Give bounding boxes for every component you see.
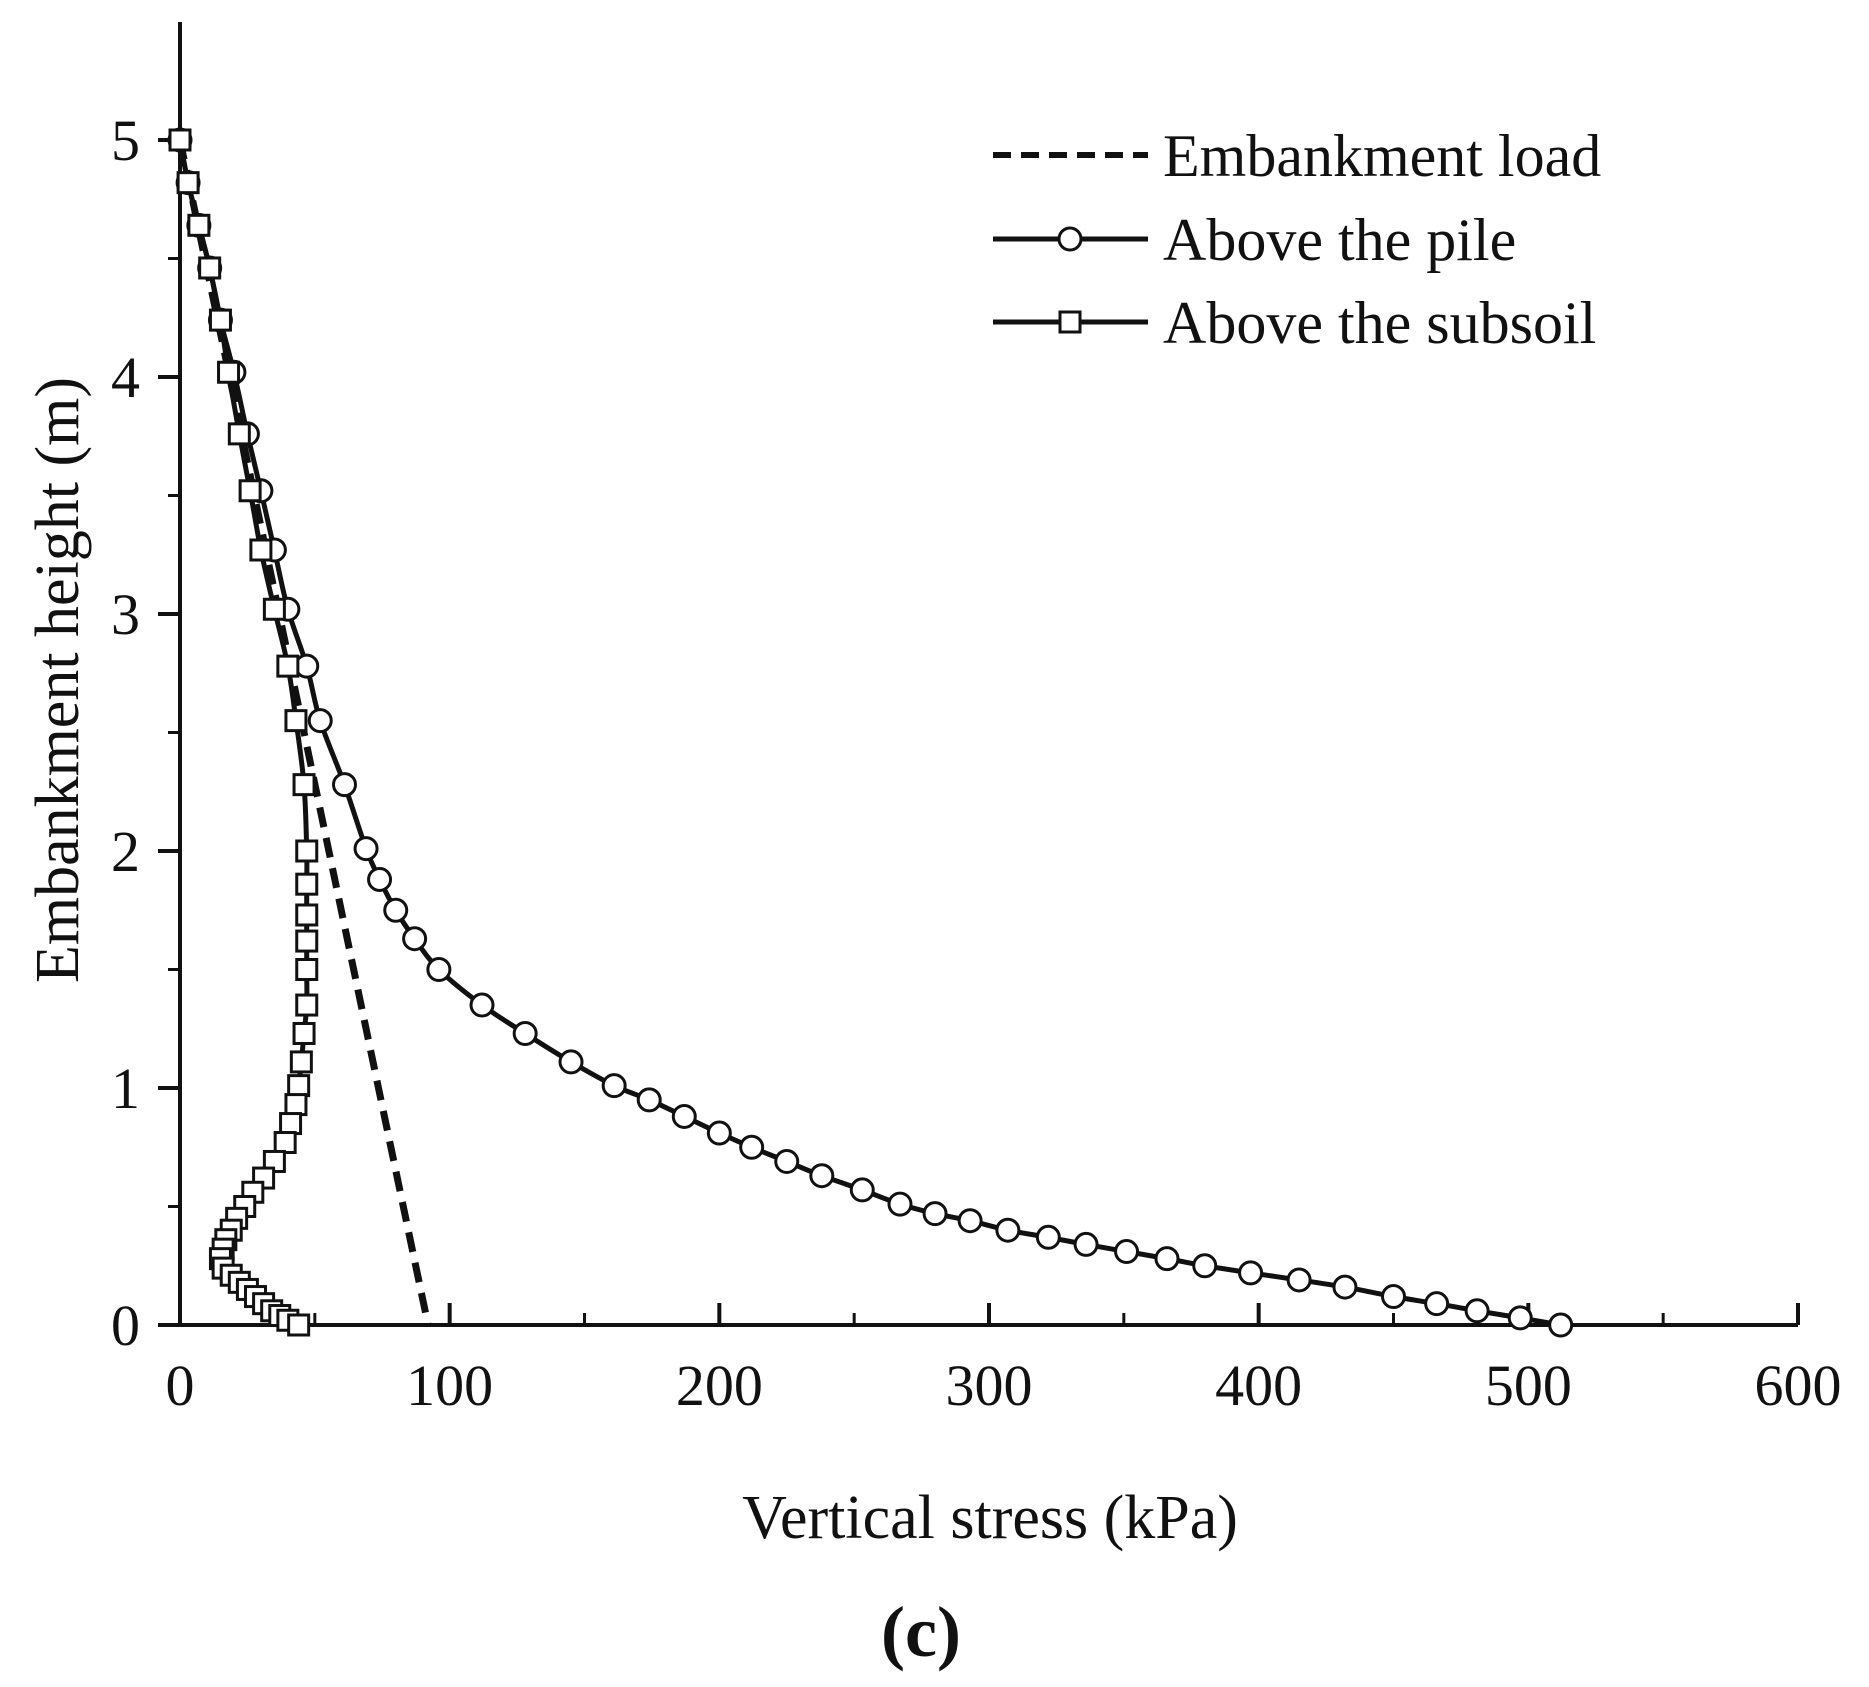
legend: Embankment load Above the pile Above the… [993, 123, 1601, 356]
data-point-circle [636, 1087, 662, 1113]
data-point-circle [1507, 1305, 1533, 1331]
data-point-circle [774, 1148, 800, 1174]
panel-label: (c) [881, 1592, 961, 1672]
data-point-circle [1332, 1274, 1358, 1300]
legend-label-embankment-load: Embankment load [1163, 123, 1601, 189]
data-point-square [284, 1093, 308, 1117]
data-point-circle [601, 1073, 627, 1099]
data-point-circle [1424, 1291, 1450, 1317]
data-point-square [276, 654, 300, 678]
x-tick-label: 200 [676, 1353, 763, 1418]
data-point-square [217, 360, 241, 384]
data-point-square [295, 839, 319, 863]
data-point-circle [1548, 1312, 1574, 1338]
data-point-square [284, 709, 308, 733]
y-tick-label: 2 [111, 819, 140, 884]
data-point-square [292, 1021, 316, 1045]
data-point-circle [426, 957, 452, 982]
data-point-circle [739, 1134, 765, 1160]
data-point-circle [383, 897, 409, 923]
data-point-circle [671, 1103, 697, 1129]
y-tick-label: 4 [111, 345, 140, 410]
legend-label-above-the-pile: Above the pile [1163, 207, 1516, 273]
y-tick-label: 5 [111, 108, 140, 173]
data-point-circle [706, 1120, 732, 1146]
data-point-circle [887, 1191, 913, 1217]
data-point-square [168, 128, 192, 152]
y-tick-label: 0 [111, 1293, 140, 1358]
data-point-square [198, 256, 222, 280]
data-point-circle [1114, 1239, 1140, 1265]
data-point-square [289, 1050, 313, 1074]
data-point-square [292, 773, 316, 797]
data-point-circle [558, 1049, 584, 1075]
data-point-square [287, 1074, 311, 1098]
data-point-circle [809, 1163, 835, 1189]
legend-label-above-the-subsoil: Above the subsoil [1163, 290, 1596, 356]
data-point-circle [307, 708, 333, 734]
data-point-square [287, 1313, 311, 1337]
x-tick-label: 500 [1485, 1353, 1572, 1418]
data-point-circle [1286, 1267, 1312, 1293]
data-point-circle [849, 1177, 875, 1203]
y-ticks: 0 1 2 3 4 5 [111, 108, 180, 1358]
data-point-square [295, 929, 319, 953]
data-point-square [208, 308, 232, 332]
data-point-circle [1035, 1224, 1061, 1250]
data-point-square [295, 958, 319, 981]
x-ticks: 0 100 200 300 400 500 600 [166, 1303, 1842, 1418]
x-tick-label: 100 [406, 1353, 493, 1418]
data-point-circle [922, 1201, 948, 1227]
data-point-circle [402, 926, 428, 952]
data-point-circle [469, 992, 495, 1018]
data-point-square [295, 993, 319, 1017]
data-point-circle [1464, 1298, 1490, 1324]
data-point-square [295, 903, 319, 927]
data-point-square [249, 538, 273, 562]
x-tick-label: 300 [946, 1353, 1033, 1418]
data-point-circle [1073, 1231, 1099, 1257]
data-point-circle [1238, 1260, 1264, 1286]
x-tick-label: 400 [1215, 1353, 1302, 1418]
data-point-square [279, 1112, 303, 1136]
y-tick-label: 1 [111, 1056, 140, 1121]
series-layer [167, 127, 1574, 1338]
data-point-circle [1381, 1284, 1406, 1310]
data-point-square [227, 422, 251, 446]
x-tick-label: 0 [166, 1353, 195, 1418]
data-point-circle [512, 1020, 538, 1046]
data-point-circle [367, 866, 393, 892]
y-axis-title: Embankment height (m) [24, 377, 92, 983]
data-point-square [176, 171, 200, 195]
x-tick-label: 600 [1755, 1353, 1842, 1418]
data-point-circle [331, 772, 357, 798]
data-point-circle [995, 1217, 1021, 1243]
data-point-square [238, 479, 262, 503]
data-point-square [187, 213, 211, 237]
legend-marker-circle [1057, 226, 1083, 252]
data-point-circle [1192, 1253, 1218, 1279]
data-point-square [295, 872, 319, 896]
data-point-square [262, 597, 286, 621]
data-point-circle [353, 836, 379, 862]
legend-marker-square [1058, 310, 1082, 334]
y-tick-label: 3 [111, 582, 140, 647]
series-line-above-the-pile [177, 139, 1562, 1328]
data-point-circle [1154, 1246, 1180, 1272]
data-point-circle [957, 1208, 983, 1234]
x-axis-title: Vertical stress (kPa) [742, 1484, 1238, 1552]
data-point-square [273, 1131, 297, 1155]
